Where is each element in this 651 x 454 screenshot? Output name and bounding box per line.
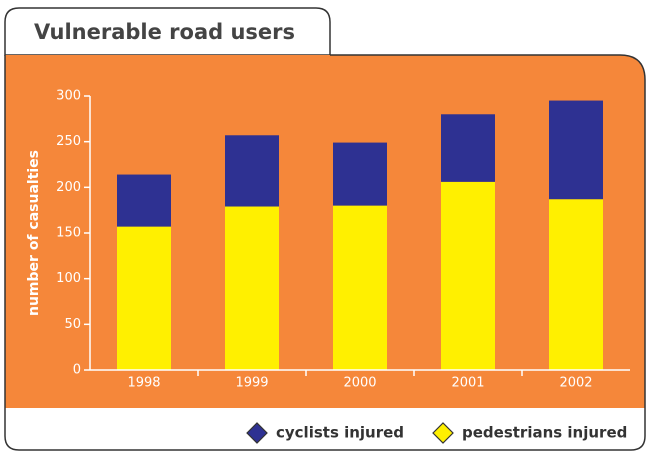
y-tick-label: 0 bbox=[73, 363, 81, 378]
y-axis-label: number of casualties bbox=[26, 150, 42, 316]
bar-segment bbox=[549, 199, 603, 370]
y-tick-label: 150 bbox=[56, 226, 81, 241]
x-tick-label: 1998 bbox=[127, 376, 160, 391]
x-tick-label: 2002 bbox=[559, 376, 592, 391]
y-tick-label: 200 bbox=[56, 180, 81, 195]
bar-segment bbox=[117, 226, 171, 370]
x-tick-label: 2000 bbox=[343, 376, 376, 391]
bar-segment bbox=[441, 181, 495, 370]
legend-swatch bbox=[432, 422, 454, 444]
bar-segment bbox=[117, 174, 171, 227]
chart-title: Vulnerable road users bbox=[34, 20, 295, 44]
bar-segment bbox=[441, 114, 495, 182]
x-tick-label: 1999 bbox=[235, 376, 268, 391]
y-tick-label: 250 bbox=[56, 134, 81, 149]
bar-segment bbox=[333, 205, 387, 370]
frame bbox=[4, 54, 646, 451]
title-tab bbox=[4, 7, 331, 56]
x-tick-label: 2001 bbox=[451, 376, 484, 391]
y-tick-label: 300 bbox=[56, 89, 81, 104]
legend-label: cyclists injured bbox=[276, 424, 404, 442]
y-tick-label: 100 bbox=[56, 271, 81, 286]
bar-segment bbox=[549, 100, 603, 200]
bar-segment bbox=[225, 135, 279, 207]
legend-label: pedestrians injured bbox=[462, 424, 627, 442]
y-tick-label: 50 bbox=[64, 317, 81, 332]
legend-swatch bbox=[246, 422, 268, 444]
bar-segment bbox=[225, 206, 279, 370]
bar-segment bbox=[333, 142, 387, 206]
